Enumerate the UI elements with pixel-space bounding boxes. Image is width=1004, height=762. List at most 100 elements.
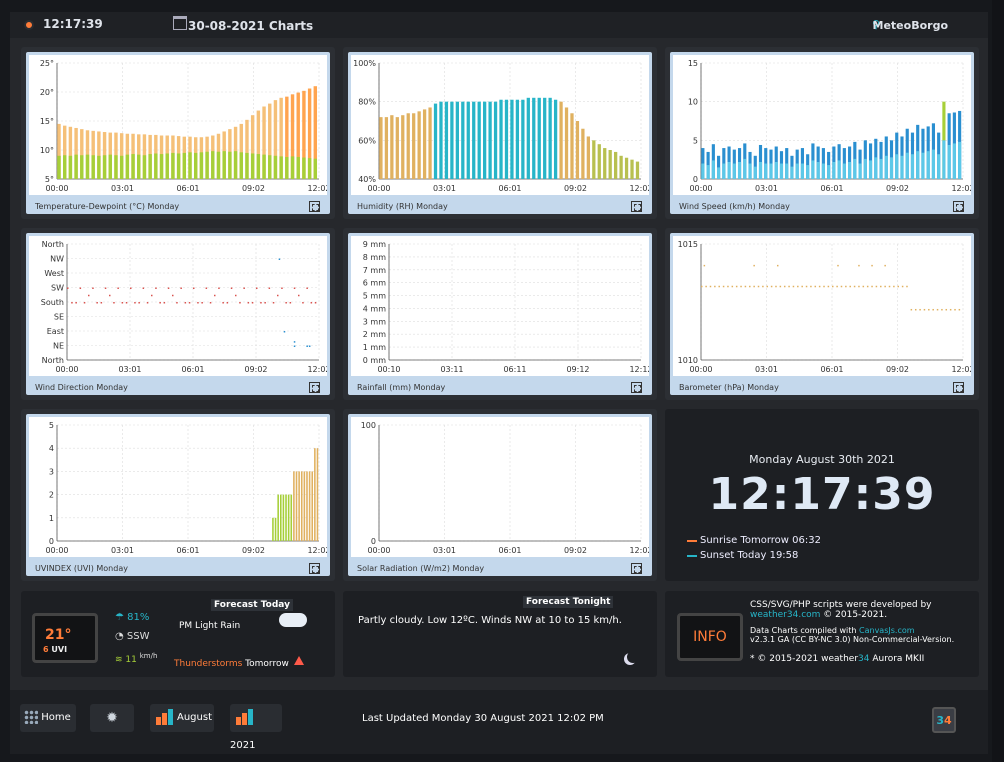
direction-point (251, 302, 254, 304)
x-tick-label: 00:00 (689, 365, 712, 374)
bar (273, 100, 278, 179)
expand-icon[interactable] (631, 201, 642, 212)
chart-panel-rain: 9 mm 8 mm 7 mm 6 mm 5 mm 4 mm 3 mm 2 mm 1 mm 0 mm… (343, 228, 657, 400)
august-button[interactable]: August (150, 704, 214, 732)
x-tick-label: 12:02 (951, 184, 971, 193)
y-tick-label: South (41, 298, 64, 307)
bar (827, 165, 831, 179)
bar (239, 123, 243, 179)
x-tick-label: 03:01 (111, 184, 134, 193)
y-tick-label: 25° (40, 59, 54, 68)
expand-icon[interactable] (309, 382, 320, 393)
y-tick-label: NW (50, 255, 64, 264)
bar (701, 163, 705, 179)
expand-icon[interactable] (309, 201, 320, 212)
chart-panel-wind: 15 10 5 000:00 03:01 06:01 09:02 12:02 Wind Spee… (665, 47, 979, 219)
y-tick-label: North (42, 240, 64, 249)
y-tick-label: 3 mm (363, 317, 386, 326)
pressure-point (945, 308, 948, 311)
bar (800, 148, 805, 179)
y-tick-label: 10 (688, 98, 698, 107)
x-tick-label: 09:02 (886, 184, 909, 193)
bar (57, 155, 61, 179)
y-tick-label: 100 (361, 421, 376, 430)
bar (390, 115, 394, 179)
pressure-point (880, 285, 882, 288)
bar (307, 158, 312, 179)
bar (91, 130, 95, 179)
bar (937, 154, 941, 179)
pressure-point (958, 308, 961, 311)
x-tick-label: 06:01 (176, 184, 199, 193)
weather34-link[interactable]: weather34.com (750, 610, 821, 620)
bar (504, 99, 509, 179)
pressure-point (893, 285, 895, 288)
bar (290, 156, 295, 179)
direction-point (243, 287, 245, 289)
home-button[interactable]: Home (20, 704, 76, 732)
bar (958, 141, 962, 179)
x-tick-label: 00:10 (377, 365, 400, 374)
x-tick-label: 06:01 (176, 546, 199, 555)
pressure-point (866, 285, 869, 288)
expand-icon[interactable] (953, 382, 964, 393)
direction-point (113, 302, 115, 304)
bar (296, 156, 300, 179)
weather34-badge-icon[interactable]: 34 (932, 707, 956, 733)
x-tick-label: 00:00 (45, 546, 68, 555)
y-tick-label: 4 mm (363, 304, 386, 313)
direction-point (214, 294, 216, 297)
direction-point (205, 287, 208, 289)
chart-caption: Rainfall (mm) Monday (357, 383, 446, 392)
y-tick-label: 1015 (678, 240, 698, 249)
direction-point (264, 302, 266, 304)
x-tick-label: 03:01 (755, 365, 778, 374)
bar (303, 471, 306, 541)
pressure-point (705, 285, 707, 288)
expand-icon[interactable] (309, 563, 320, 574)
current-temp-box (32, 613, 98, 663)
forecast-today-title: Forecast Today (211, 599, 293, 611)
wind-speed: ≋ 11 km/h (115, 652, 158, 665)
expand-icon[interactable] (631, 382, 642, 393)
x-tick-label: 09:02 (242, 546, 265, 555)
pressure-point (862, 285, 865, 288)
pressure-point (936, 308, 939, 311)
bar (477, 101, 481, 179)
bar (68, 126, 73, 179)
bar (165, 153, 169, 179)
bar (171, 152, 175, 179)
pressure-point (845, 285, 847, 288)
direction-point (193, 287, 195, 289)
pressure-point (906, 285, 908, 288)
direction-point (298, 294, 300, 297)
bar (842, 163, 846, 179)
bar (401, 115, 405, 179)
bar (233, 151, 238, 179)
forecast-tonight-title: Forecast Tonight (523, 596, 614, 608)
theme-toggle-button[interactable]: ✹ (90, 704, 134, 732)
y-tick-label: 100% (353, 59, 376, 68)
chart-plot: North NW West SW South SE East NE North 00:00 03:0… (29, 236, 327, 376)
bar (62, 155, 67, 179)
bar (313, 158, 318, 179)
bar (262, 106, 266, 179)
bar (592, 140, 596, 179)
direction-point (302, 302, 304, 304)
bar (285, 494, 287, 541)
info-copyright: * © 2015-2021 weather34 Aurora MKII (750, 654, 925, 664)
year-button[interactable]: 2021 (230, 704, 282, 751)
bar (285, 156, 289, 179)
chart-panel-hum: 100% 80% 60% 40%00:00 03:01 06:01 09:02 12:02 Hu… (343, 47, 657, 219)
expand-icon[interactable] (953, 201, 964, 212)
bar (131, 154, 135, 179)
canvasjs-link[interactable]: CanvasJs.com (859, 626, 915, 635)
pressure-point (919, 308, 921, 311)
direction-point (278, 258, 281, 260)
bar (806, 165, 810, 179)
info-logo: INFO (677, 613, 743, 661)
expand-icon[interactable] (631, 563, 642, 574)
warning-icon (294, 656, 304, 665)
x-tick-label: 12:12 (629, 365, 649, 374)
bar (273, 155, 278, 179)
